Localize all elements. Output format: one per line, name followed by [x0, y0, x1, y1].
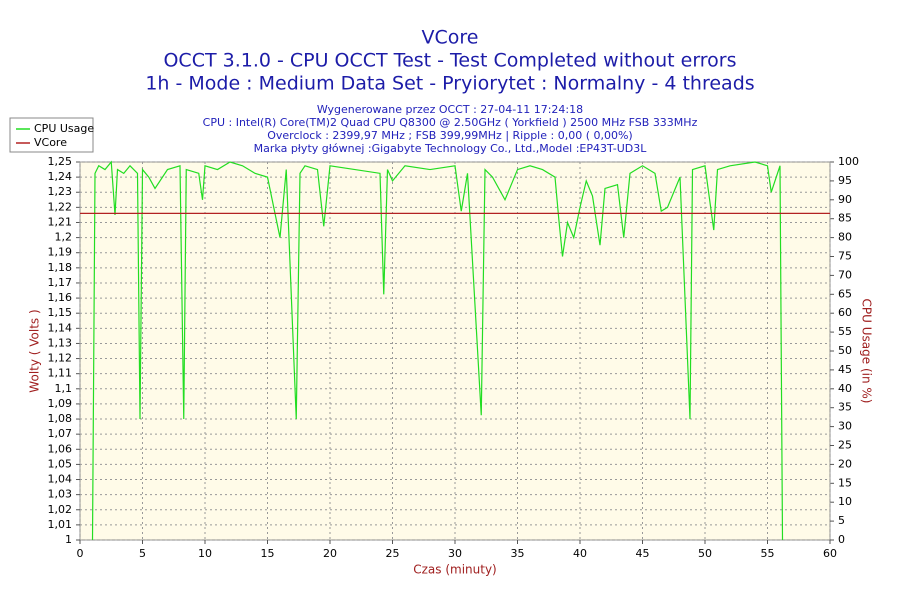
y2-tick-label: 45 [838, 363, 852, 376]
y2-tick-label: 70 [838, 268, 852, 281]
y2-tick-label: 75 [838, 250, 852, 263]
legend [9, 117, 94, 153]
y2-tick-label: 10 [838, 495, 852, 508]
y2-tick-label: 20 [838, 457, 852, 470]
subtitle: OCCT 3.1.0 - CPU OCCT Test - Test Comple… [163, 50, 736, 72]
x-tick-label: 55 [761, 547, 775, 560]
legend-label: CPU Usage [34, 122, 94, 135]
x-tick-label: 60 [823, 547, 837, 560]
x-tick-label: 25 [386, 547, 400, 560]
y-tick-label: 1,22 [48, 200, 73, 213]
x-tick-label: 50 [698, 547, 712, 560]
info: Overclock : 2399,97 MHz ; FSB 399,99MHz … [267, 129, 632, 142]
y-tick-label: 1,04 [48, 473, 73, 486]
y2-tick-label: 30 [838, 420, 852, 433]
chart-title: VCore [422, 27, 479, 49]
y2-tick-label: 50 [838, 344, 852, 357]
y2-tick-label: 60 [838, 306, 852, 319]
y-tick-label: 1,06 [48, 442, 73, 455]
y2-tick-label: 65 [838, 287, 852, 300]
y2-tick-label: 5 [838, 514, 845, 527]
y-tick-label: 1 [65, 533, 72, 546]
y2-tick-label: 15 [838, 476, 852, 489]
y2-tick-label: 25 [838, 439, 852, 452]
y-tick-label: 1,15 [48, 306, 73, 319]
y-tick-label: 1,14 [48, 321, 73, 334]
y-tick-label: 1,07 [48, 427, 73, 440]
info: Marka płyty głównej :Gigabyte Technology… [254, 142, 648, 155]
y-tick-label: 1,11 [48, 367, 73, 380]
y-tick-label: 1,2 [55, 231, 73, 244]
y-tick-label: 1,18 [48, 261, 73, 274]
y2-tick-label: 40 [838, 382, 852, 395]
x-tick-label: 15 [261, 547, 275, 560]
y-tick-label: 1,16 [48, 291, 73, 304]
y-tick-label: 1,02 [48, 503, 73, 516]
y2-tick-label: 95 [838, 174, 852, 187]
x-tick-label: 10 [198, 547, 212, 560]
y-axis-label: Wolty ( Volts ) [28, 309, 42, 392]
x-tick-label: 45 [636, 547, 650, 560]
y2-tick-label: 80 [838, 231, 852, 244]
y2-tick-label: 85 [838, 212, 852, 225]
series-line [91, 160, 784, 541]
subtitle: 1h - Mode : Medium Data Set - Pryiorytet… [145, 73, 754, 95]
y-tick-label: 1,09 [48, 397, 73, 410]
y-tick-label: 1,03 [48, 488, 73, 501]
y2-tick-label: 35 [838, 401, 852, 414]
y-tick-label: 1,24 [48, 170, 73, 183]
info: CPU : Intel(R) Core(TM)2 Quad CPU Q8300 … [203, 116, 698, 129]
y-tick-label: 1,01 [48, 518, 73, 531]
y2-axis-label: CPU Usage (in %) [860, 299, 874, 404]
y2-tick-label: 55 [838, 325, 852, 338]
y-tick-label: 1,13 [48, 336, 73, 349]
y2-tick-label: 90 [838, 193, 852, 206]
y-tick-label: 1,05 [48, 457, 73, 470]
y-tick-label: 1,08 [48, 412, 73, 425]
y-tick-label: 1,25 [48, 155, 73, 168]
x-axis-label: Czas (minuty) [413, 563, 497, 577]
legend-label: VCore [34, 136, 67, 149]
x-tick-label: 20 [323, 547, 337, 560]
y-tick-label: 1,12 [48, 352, 73, 365]
y-tick-label: 1,17 [48, 276, 73, 289]
y2-tick-label: 0 [838, 533, 845, 546]
x-tick-label: 40 [573, 547, 587, 560]
x-tick-label: 0 [77, 547, 84, 560]
y-tick-label: 1,21 [48, 215, 73, 228]
x-tick-label: 5 [139, 547, 146, 560]
y-tick-label: 1,19 [48, 246, 73, 259]
x-tick-label: 30 [448, 547, 462, 560]
info: Wygenerowane przez OCCT : 27-04-11 17:24… [317, 103, 583, 116]
x-tick-label: 35 [511, 547, 525, 560]
y2-tick-label: 100 [838, 155, 859, 168]
y-tick-label: 1,1 [55, 382, 73, 395]
y-tick-label: 1,23 [48, 185, 73, 198]
